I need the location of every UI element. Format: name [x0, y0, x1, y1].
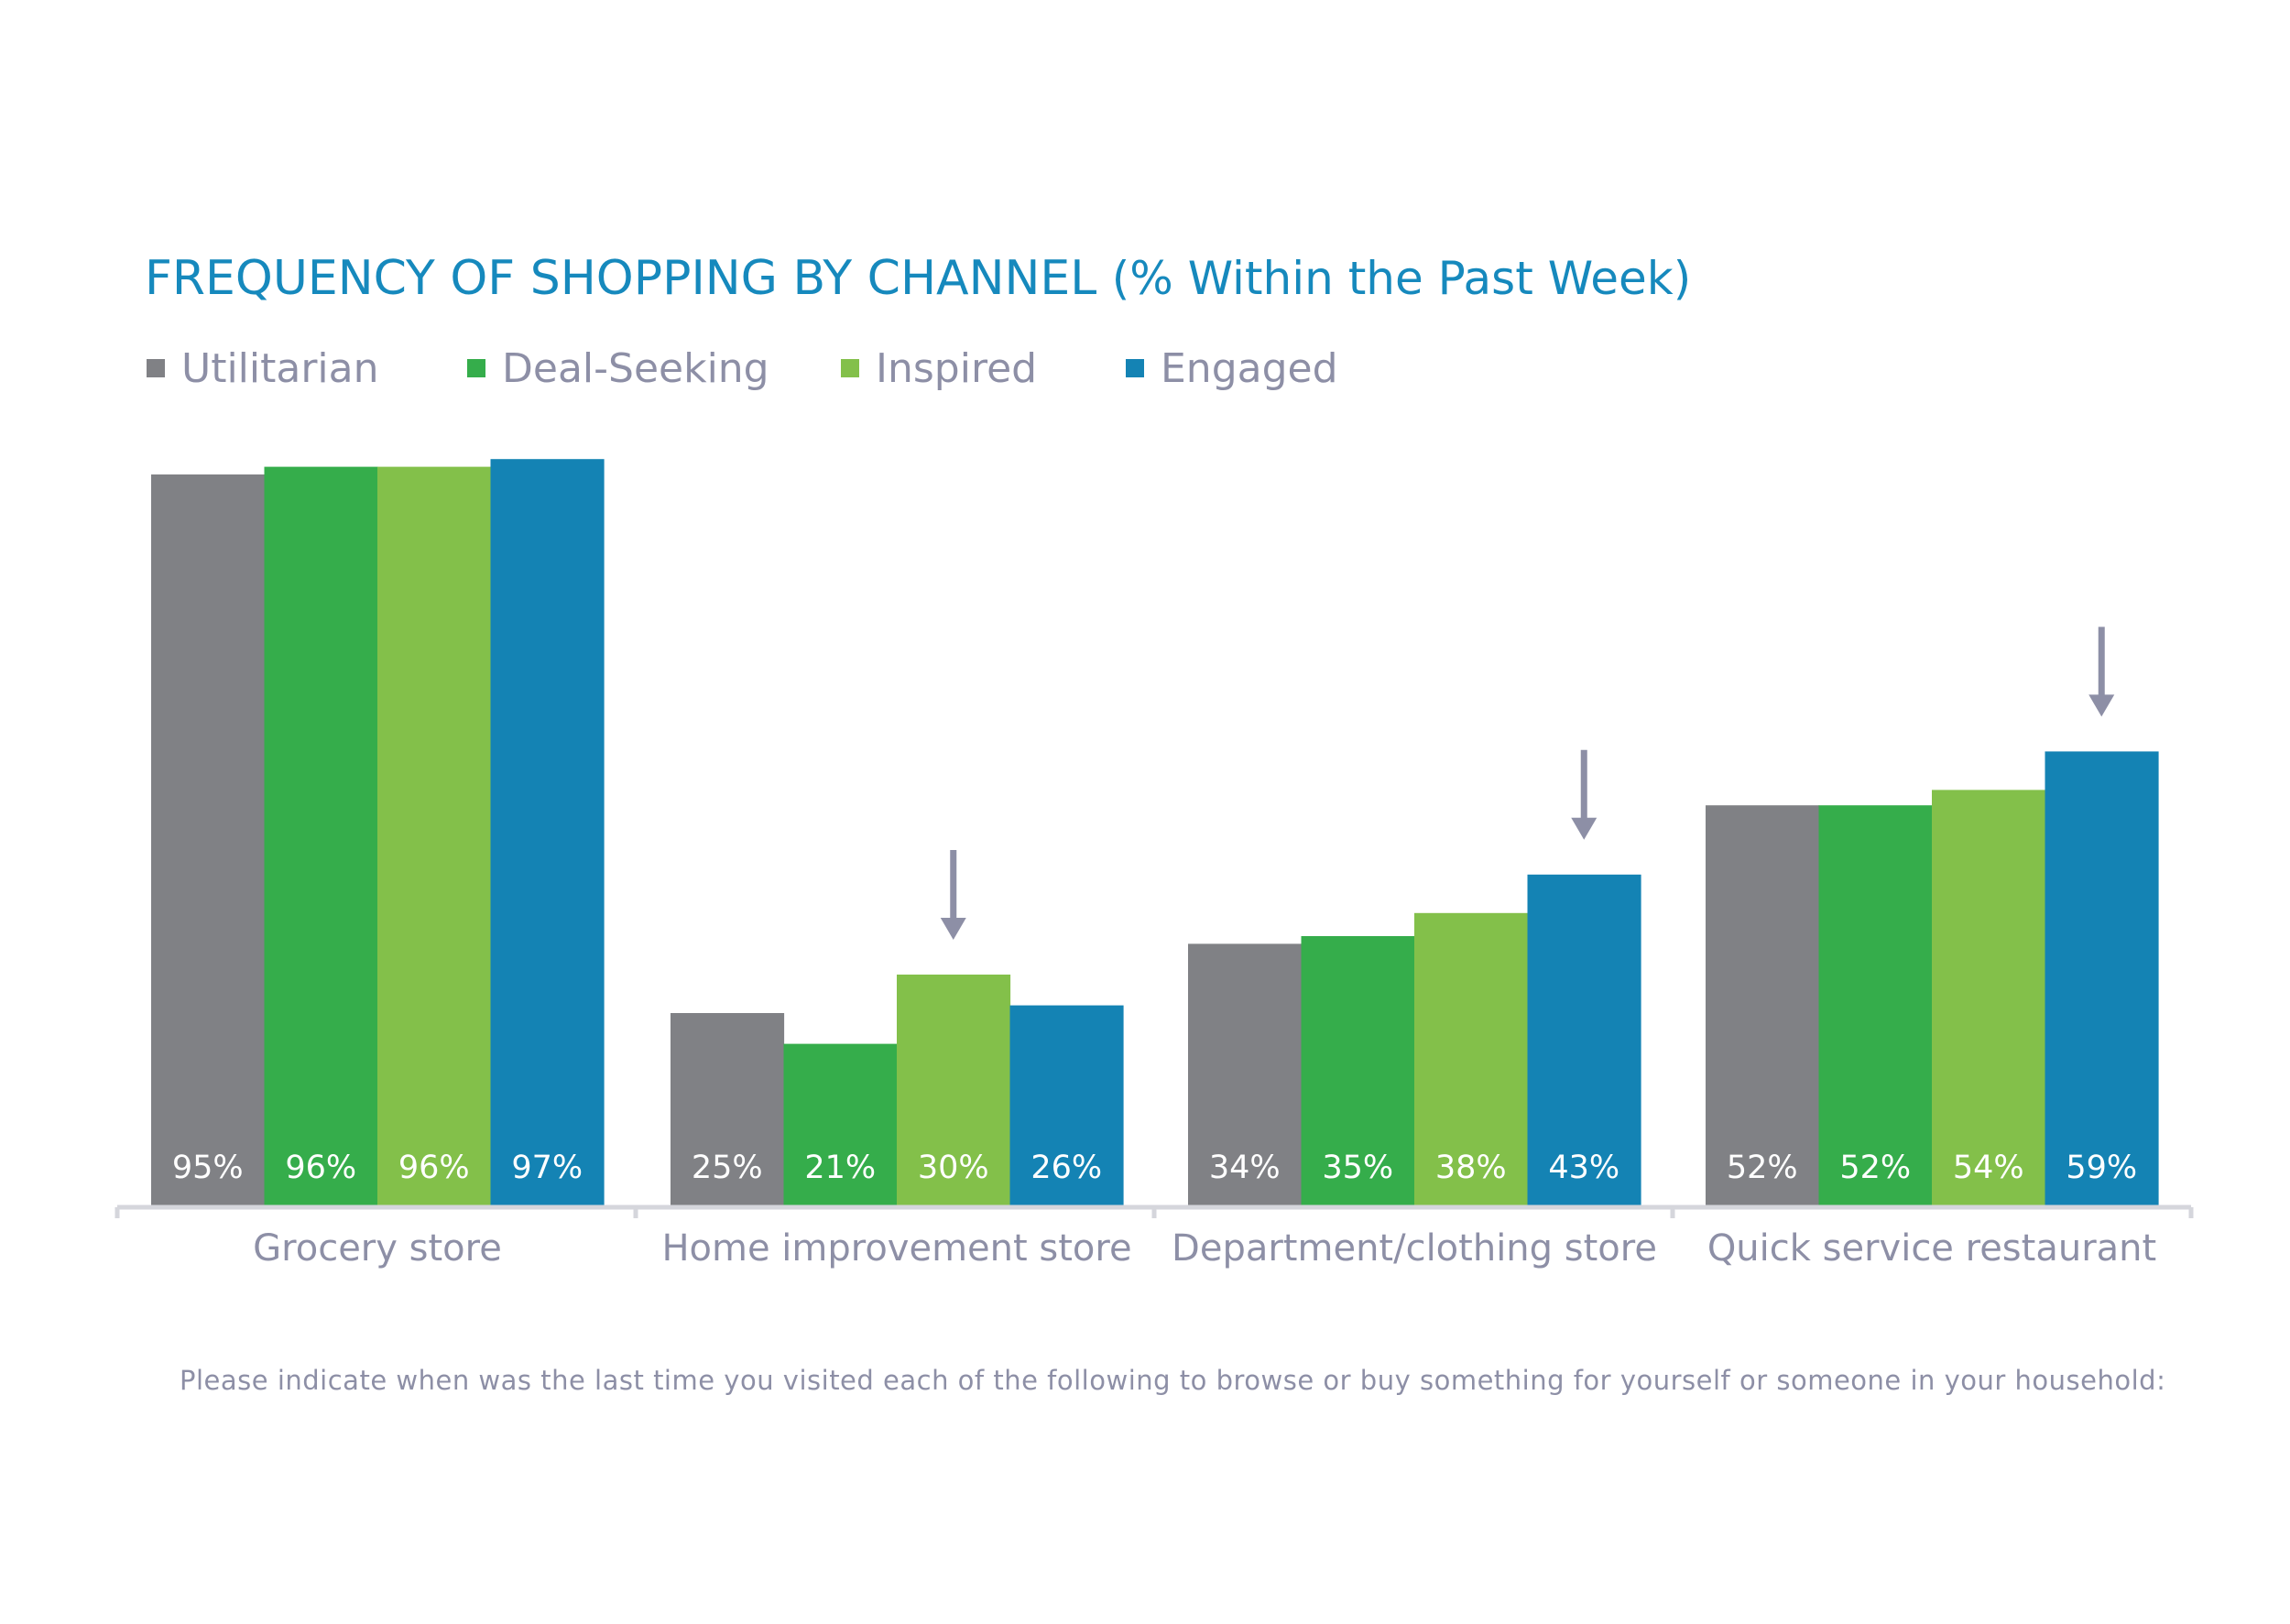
value-label-grocery-store-engaged: 97% [511, 1150, 583, 1186]
chart-subtitle: (% Within the Past Week) [1111, 252, 1692, 305]
bar-home-improvement-store-inspired [897, 975, 1011, 1205]
value-label-department-clothing-store-engaged: 43% [1548, 1150, 1619, 1186]
bar-department-clothing-store-utilitarian [1188, 943, 1303, 1205]
bar-home-improvement-store-utilitarian [671, 1013, 785, 1205]
legend-swatch-utilitarian [147, 359, 165, 377]
highlight-arrow-head-1 [1571, 817, 1598, 840]
bar-home-improvement-store-deal-seeking [783, 1043, 898, 1205]
value-label-department-clothing-store-deal-seeking: 35% [1322, 1150, 1393, 1186]
legend-label-engaged: Engaged [1161, 344, 1338, 392]
value-label-quick-service-restaurant-utilitarian: 52% [1727, 1150, 1798, 1186]
legend-item-deal-seeking: Deal-Seeking [467, 341, 769, 396]
bar-quick-service-restaurant-inspired [1932, 790, 2046, 1205]
legend-item-inspired: Inspired [841, 341, 1037, 396]
category-label-department-clothing-store: Department/clothing store [1172, 1227, 1657, 1270]
bar-home-improvement-store-engaged [1009, 1005, 1124, 1205]
highlight-arrow-head-0 [940, 918, 966, 940]
legend-label-deal-seeking: Deal-Seeking [502, 344, 769, 392]
value-label-home-improvement-store-inspired: 30% [918, 1150, 989, 1186]
value-label-quick-service-restaurant-inspired: 54% [1953, 1150, 2024, 1186]
legend-label-inspired: Inspired [876, 344, 1038, 392]
highlight-arrow-head-2 [2088, 694, 2115, 717]
category-label-home-improvement-store: Home improvement store [661, 1227, 1131, 1270]
value-label-home-improvement-store-engaged: 26% [1030, 1150, 1102, 1186]
chart-title-main: FREQUENCY OF SHOPPING BY CHANNEL [145, 251, 1097, 306]
chart-title: FREQUENCY OF SHOPPING BY CHANNEL (% With… [145, 249, 1691, 308]
value-label-home-improvement-store-utilitarian: 25% [692, 1150, 763, 1186]
value-label-quick-service-restaurant-deal-seeking: 52% [1839, 1150, 1911, 1186]
category-label-quick-service-restaurant: Quick service restaurant [1707, 1227, 2156, 1270]
bar-quick-service-restaurant-deal-seeking [1818, 805, 1933, 1205]
value-label-quick-service-restaurant-engaged: 59% [2066, 1150, 2137, 1186]
value-label-grocery-store-utilitarian: 95% [172, 1150, 244, 1186]
legend-swatch-engaged [1126, 359, 1144, 377]
legend-swatch-inspired [841, 359, 859, 377]
footnote: Please indicate when was the last time y… [180, 1365, 2166, 1396]
category-label-grocery-store: Grocery store [253, 1227, 502, 1270]
bar-department-clothing-store-inspired [1414, 912, 1529, 1205]
bar-quick-service-restaurant-utilitarian [1706, 805, 1820, 1205]
legend-item-utilitarian: Utilitarian [147, 341, 379, 396]
bar-department-clothing-store-engaged [1527, 874, 1641, 1205]
bar-grocery-store-engaged [490, 459, 605, 1205]
legend-swatch-deal-seeking [467, 359, 485, 377]
bar-grocery-store-inspired [377, 466, 492, 1206]
value-label-grocery-store-inspired: 96% [398, 1150, 470, 1186]
value-label-home-improvement-store-deal-seeking: 21% [804, 1150, 876, 1186]
bar-quick-service-restaurant-engaged [2045, 751, 2159, 1205]
bar-grocery-store-utilitarian [151, 474, 266, 1205]
value-label-grocery-store-deal-seeking: 96% [285, 1150, 356, 1186]
value-label-department-clothing-store-inspired: 38% [1435, 1150, 1507, 1186]
legend-item-engaged: Engaged [1126, 341, 1338, 396]
bar-department-clothing-store-deal-seeking [1301, 936, 1415, 1205]
legend: Utilitarian Deal-Seeking Inspired Engage… [147, 341, 1429, 396]
value-label-department-clothing-store-utilitarian: 34% [1209, 1150, 1281, 1186]
bar-grocery-store-deal-seeking [264, 466, 378, 1206]
legend-label-utilitarian: Utilitarian [181, 344, 379, 392]
